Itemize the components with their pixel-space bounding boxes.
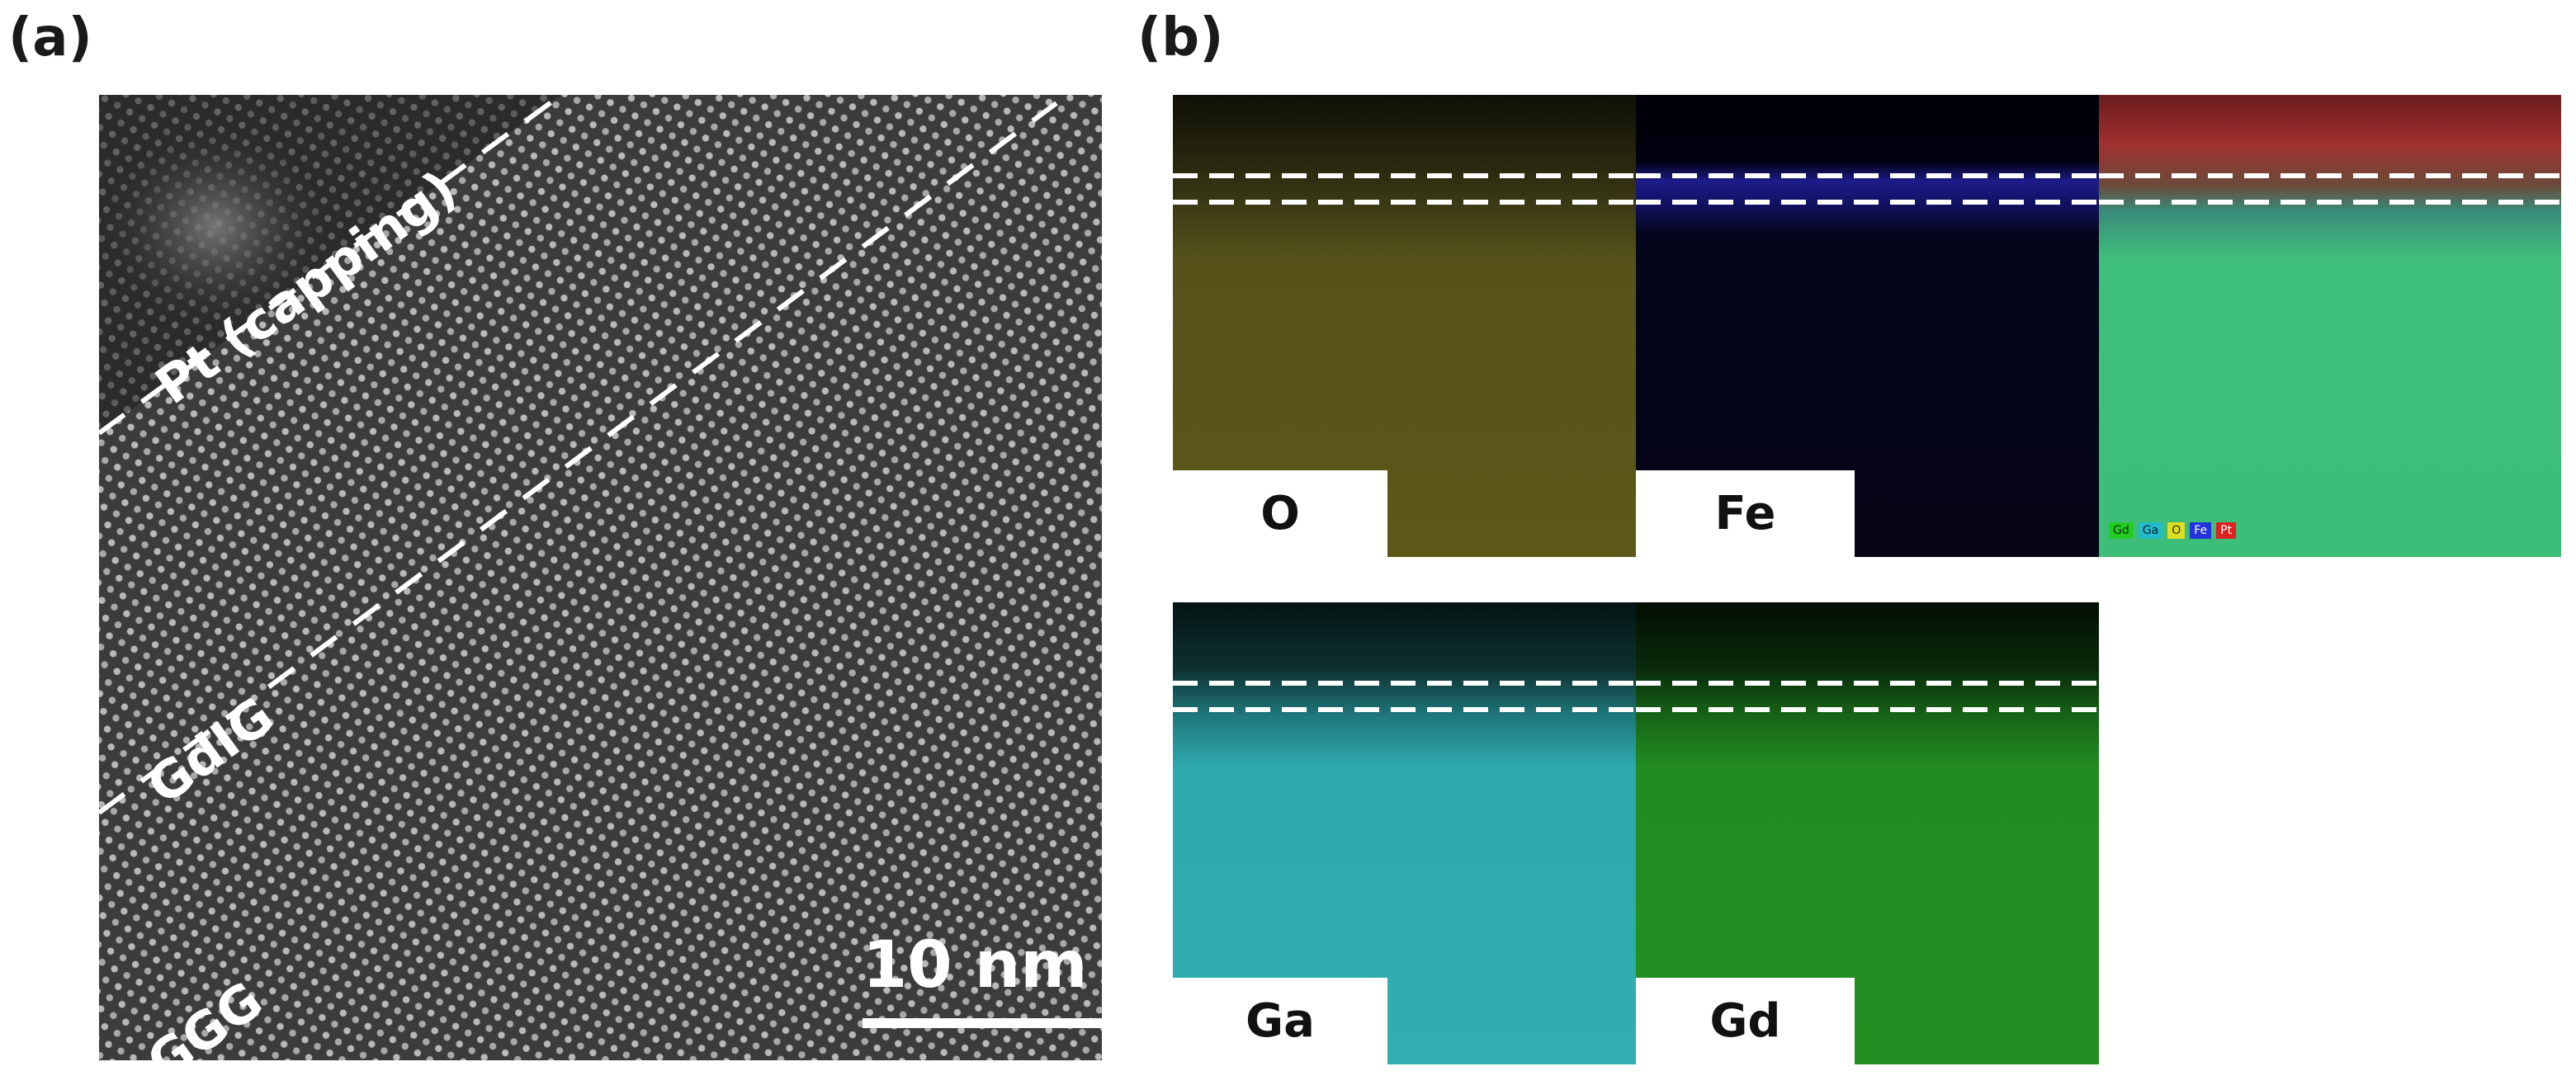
stem-image: Pt (capping) GdIG GGG 10 nm — [99, 95, 1102, 1060]
element-label-fe: Fe — [1636, 470, 1855, 557]
element-label-o: O — [1173, 470, 1387, 557]
legend-o: O — [2167, 522, 2186, 539]
panel-a-label: (a) — [8, 7, 92, 68]
legend-ga: Ga — [2138, 522, 2163, 539]
scale-bar-label: 10 nm — [863, 928, 1088, 1003]
legend-gd: Gd — [2109, 522, 2134, 539]
eds-map-overlay: Gd Ga O Fe Pt — [2099, 95, 2561, 557]
overlay-legend: Gd Ga O Fe Pt — [2109, 522, 2237, 539]
eds-map-ga: Ga — [1173, 602, 1636, 1064]
eds-map-fe: Fe — [1636, 95, 2099, 557]
panel-b-label: (b) — [1137, 7, 1224, 68]
eds-map-o: O — [1173, 95, 1636, 557]
element-label-ga: Ga — [1173, 978, 1387, 1064]
eds-map-gd: Gd — [1636, 602, 2099, 1064]
legend-fe: Fe — [2190, 522, 2212, 539]
element-label-gd: Gd — [1636, 978, 1855, 1064]
legend-pt: Pt — [2216, 522, 2237, 539]
